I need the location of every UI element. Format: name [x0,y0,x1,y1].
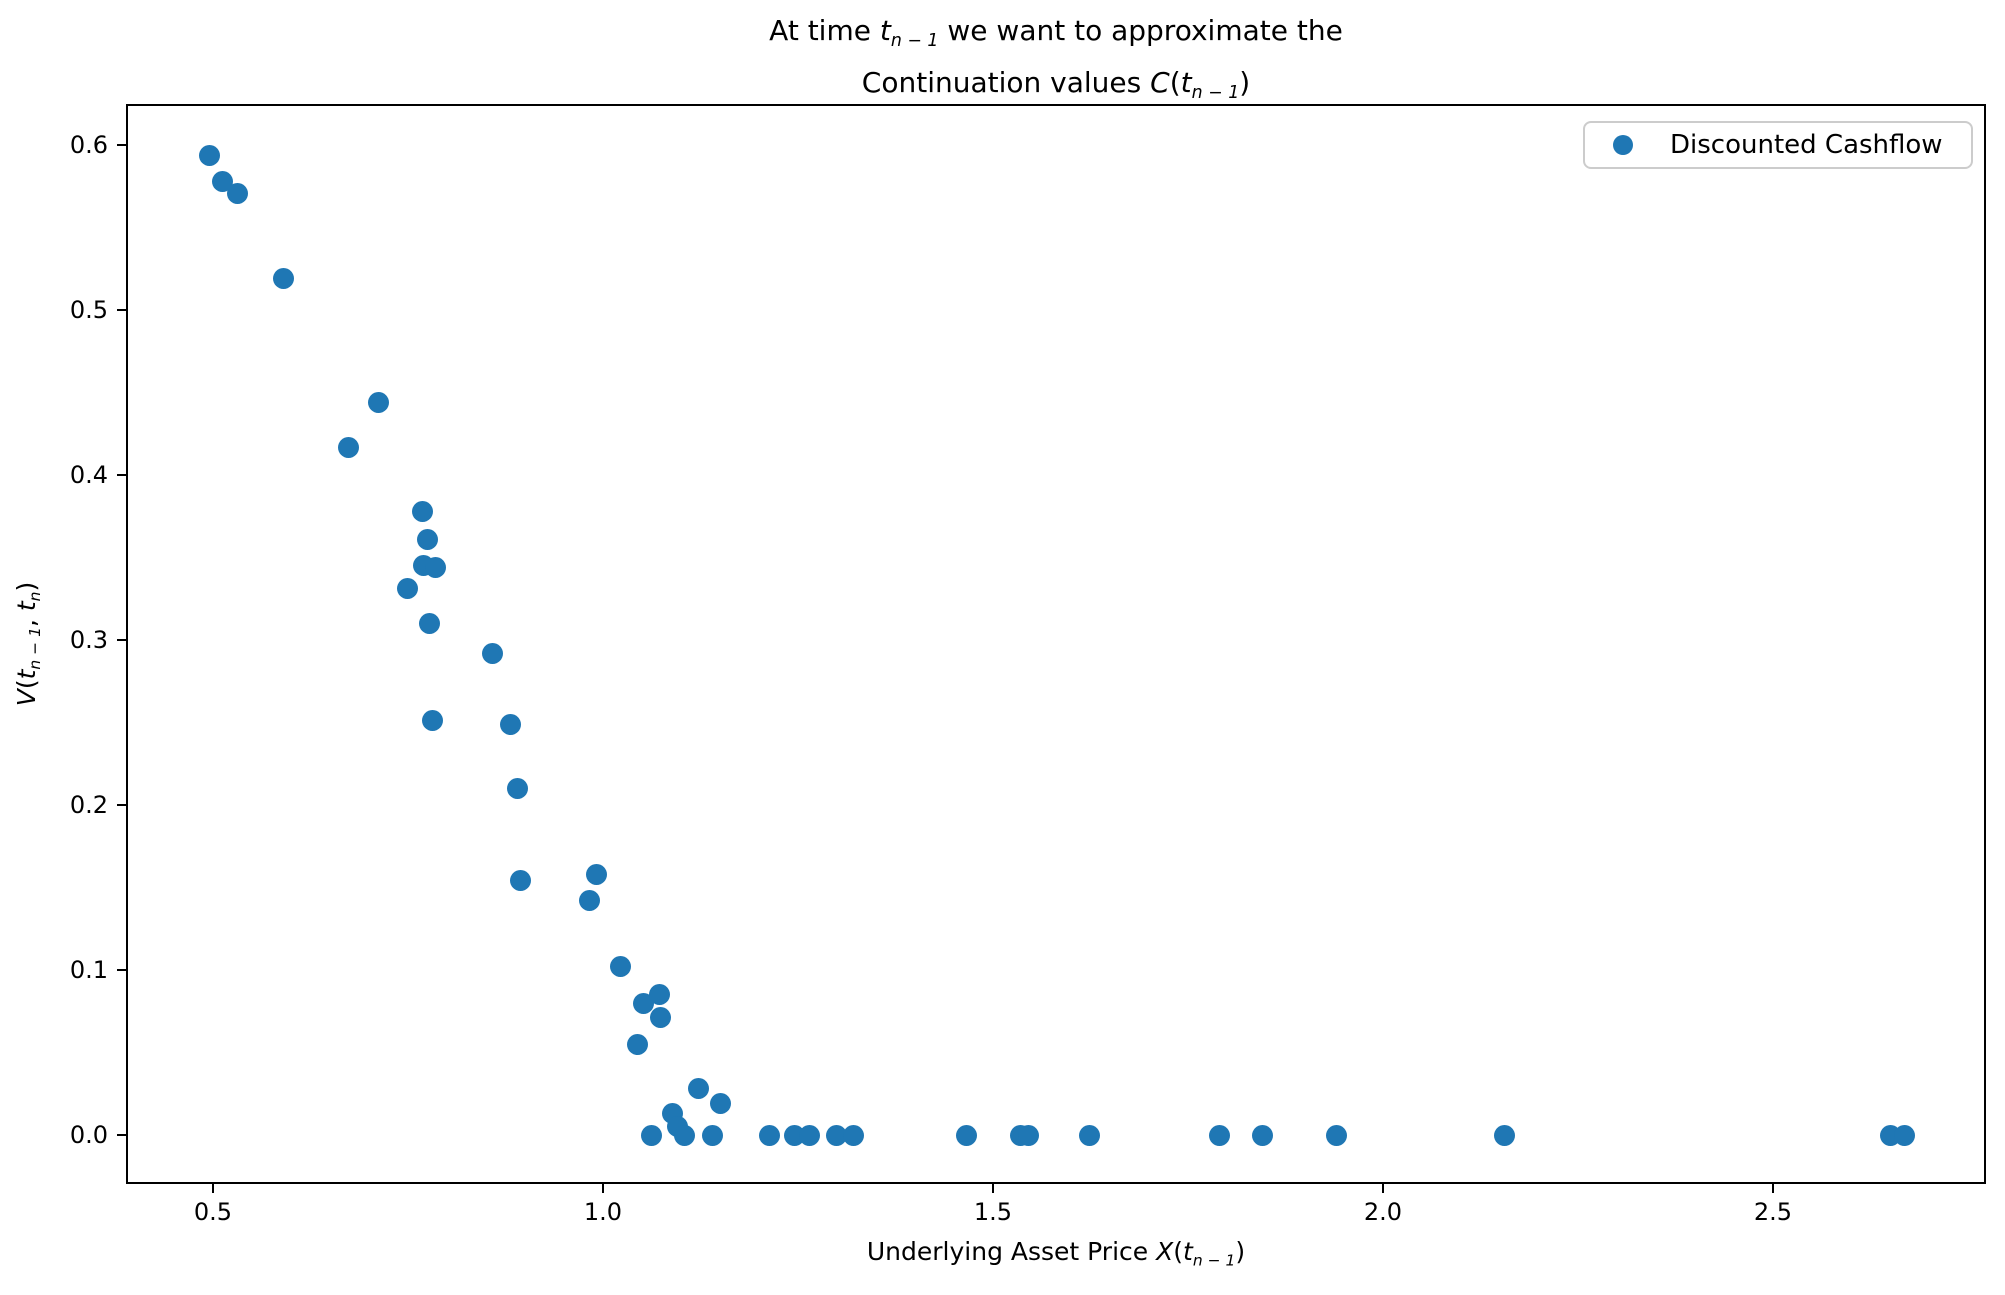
y-tick-mark [117,144,126,147]
y-tick-label: 0.3 [69,626,108,655]
chart-title: At time tn − 1 we want to approximate th… [126,10,1986,114]
y-tick-mark [117,1134,126,1136]
x-tick-label: 1.0 [583,1198,623,1226]
x-tick-label: 2.0 [1363,1198,1403,1226]
x-axis-label: Underlying Asset Price X(tn − 1) [866,1237,1246,1270]
y-tick-mark [117,804,126,807]
y-tick-mark [117,639,126,642]
y-tick-mark [117,309,126,312]
y-tick-label: 0.6 [69,131,108,160]
legend-marker-icon [1613,135,1633,155]
legend: Discounted Cashflow [1583,121,1973,169]
y-tick-label: 0.5 [69,296,108,325]
y-tick-label: 0.4 [69,461,108,490]
y-tick-label: 0.1 [69,956,108,985]
x-tick-label: 2.5 [1753,1198,1793,1226]
x-tick-mark [1381,1184,1384,1193]
x-tick-mark [991,1184,994,1193]
plot-area [126,104,1986,1184]
x-tick-mark [1771,1184,1774,1193]
x-tick-label: 0.5 [193,1198,233,1226]
y-tick-label: 0.2 [69,791,108,820]
y-tick-label: 0.0 [69,1121,108,1149]
chart-title-line2: Continuation values C(tn − 1) [861,66,1251,104]
x-tick-label: 1.5 [973,1198,1013,1226]
chart-title-line1: At time tn − 1 we want to approximate th… [769,14,1343,52]
y-tick-mark [117,474,126,477]
x-tick-mark [211,1184,214,1193]
legend-label: Discounted Cashflow [1670,130,1943,160]
x-tick-mark [601,1184,604,1193]
y-tick-mark [117,969,126,972]
